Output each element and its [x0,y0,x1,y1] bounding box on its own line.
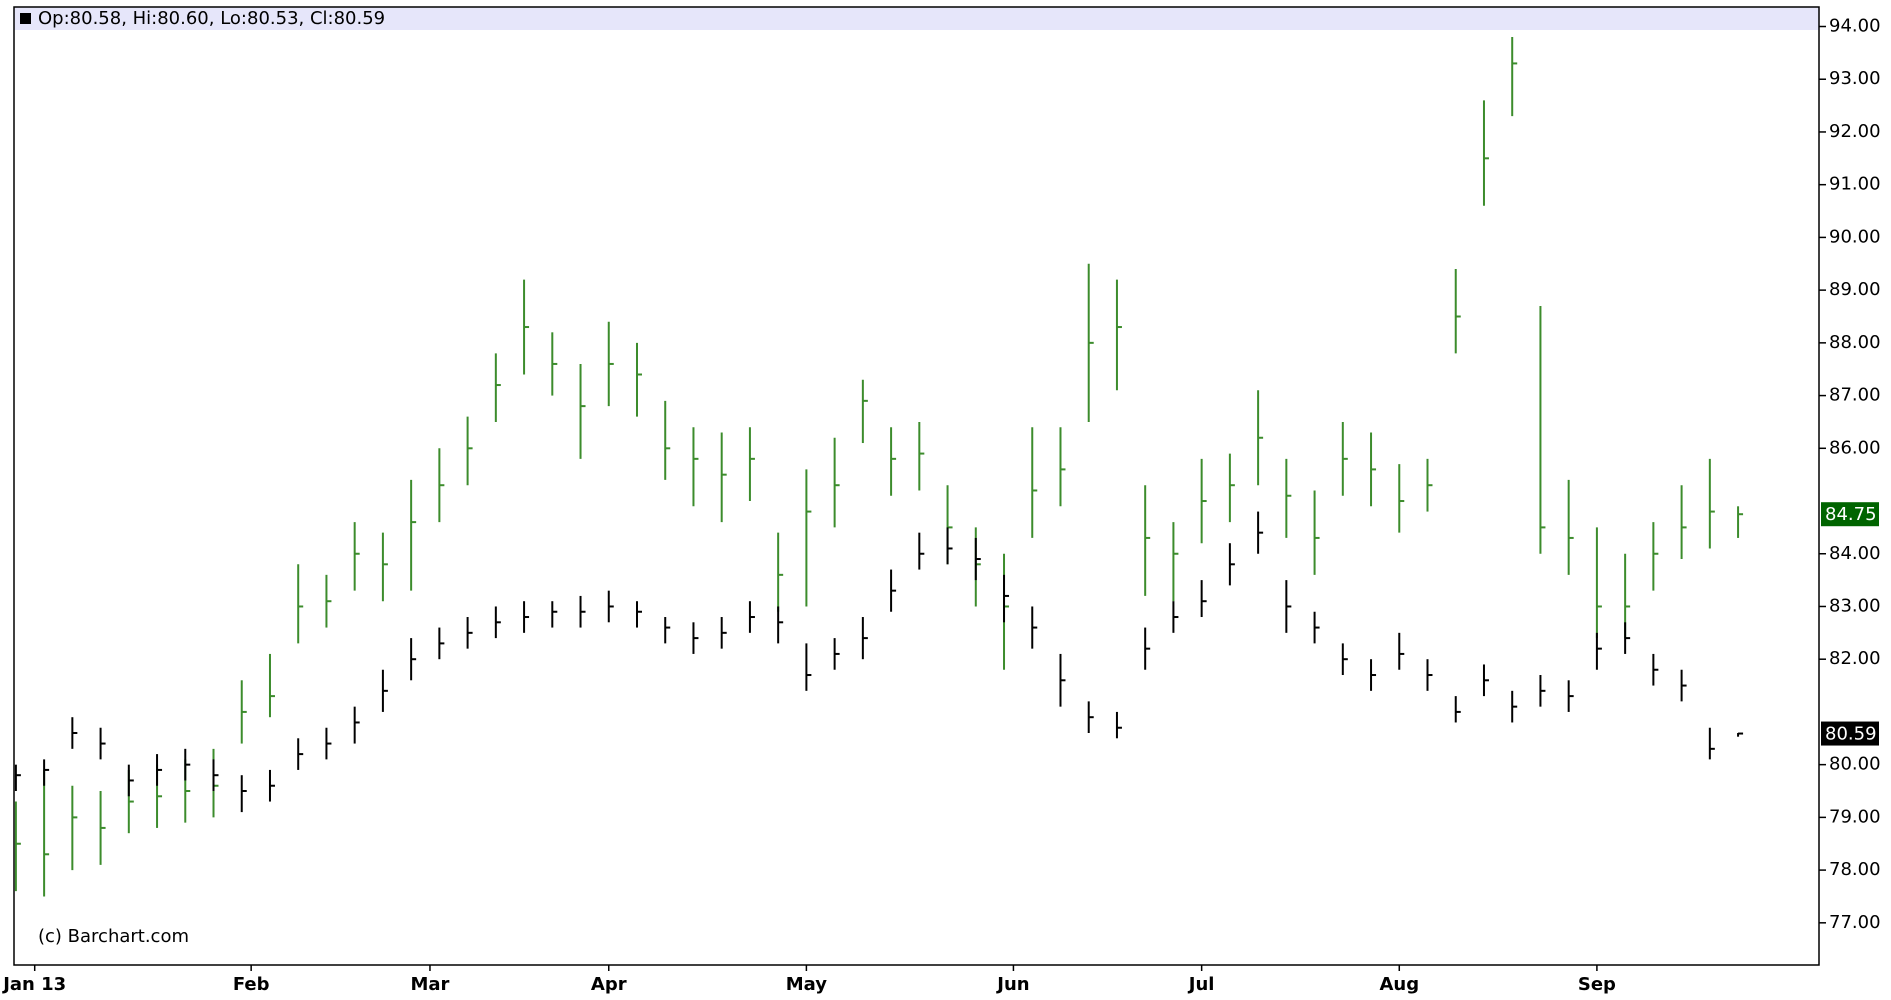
y-tick-label: 82.00 [1829,648,1881,669]
x-tick-label: Feb [233,974,270,995]
y-tick-label: 94.00 [1829,16,1881,37]
x-tick-label: Jul [1187,974,1215,995]
x-tick-label: Aug [1379,974,1419,995]
y-tick-label: 84.00 [1829,543,1881,564]
y-tick-label: 91.00 [1829,174,1881,195]
header-band [14,7,1819,30]
x-tick-label: Jan 13 [1,974,66,995]
y-tick-label: 93.00 [1829,68,1881,89]
x-tick-label: Jun [995,974,1029,995]
header-text: Op:80.58, Hi:80.60, Lo:80.53, Cl:80.59 [38,8,385,29]
y-tick-label: 79.00 [1829,806,1881,827]
x-tick-label: May [786,974,828,995]
y-tick-label: 88.00 [1829,332,1881,353]
last-value-label: 80.59 [1825,724,1877,745]
x-tick-label: Mar [410,974,449,995]
y-tick-label: 83.00 [1829,595,1881,616]
last-value-tag [1821,721,1879,746]
y-tick-label: 87.00 [1829,385,1881,406]
last-value-tag [1821,502,1879,527]
y-tick-label: 90.00 [1829,226,1881,247]
header-square [20,13,31,24]
y-tick-label: 89.00 [1829,279,1881,300]
y-tick-label: 92.00 [1829,121,1881,142]
y-tick-label: 77.00 [1829,912,1881,933]
y-tick-label: 86.00 [1829,437,1881,458]
last-value-label: 84.75 [1825,504,1877,525]
x-tick-label: Apr [591,974,627,995]
y-tick-label: 80.00 [1829,754,1881,775]
y-tick-label: 78.00 [1829,859,1881,880]
plot-border [13,6,1820,966]
credit: (c) Barchart.com [38,926,189,947]
x-tick-label: Sep [1578,974,1616,995]
